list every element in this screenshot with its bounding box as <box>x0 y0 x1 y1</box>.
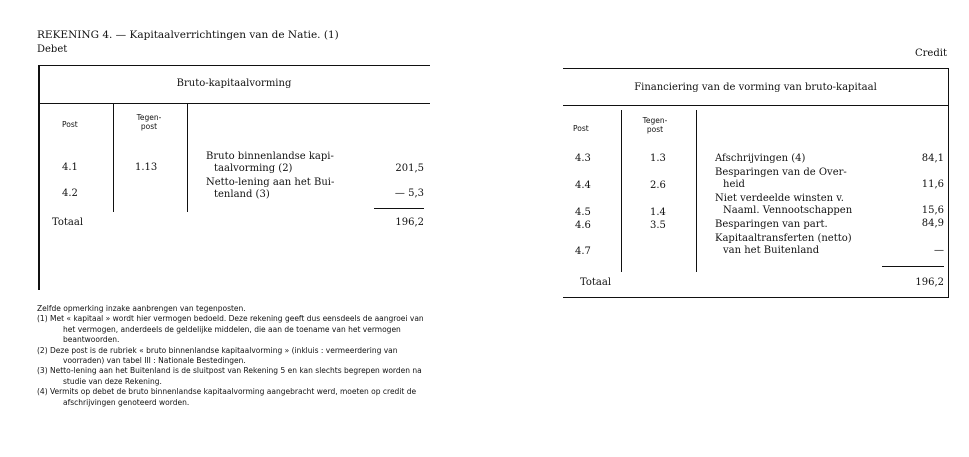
value-cell: — <box>934 245 944 256</box>
description-cell: Bruto binnenlandse kapi- taalvorming (2) <box>206 151 371 175</box>
description-line: heid <box>723 179 745 190</box>
footnote-intro: Zelfde opmerking inzake aanbrengen van t… <box>37 304 246 313</box>
table-left-border <box>38 65 40 290</box>
table-top-rule <box>38 65 430 66</box>
footnote-4: (4) Vermits op debet de bruto binnenland… <box>37 387 417 407</box>
col-post-header: Post <box>573 124 589 133</box>
credit-label: Credit <box>915 48 947 59</box>
description-line: Besparingen van de Over- <box>715 167 847 178</box>
total-label: Totaal <box>580 277 612 288</box>
column-divider <box>621 110 622 272</box>
description-line: van het Buitenland <box>723 245 820 256</box>
column-divider <box>113 104 114 212</box>
value-cell: 11,6 <box>921 179 944 190</box>
sum-rule <box>882 266 944 267</box>
col-tegenpost-header: Tegen-post <box>136 113 162 131</box>
value-cell: — 5,3 <box>394 188 424 199</box>
description-line: Netto-lening aan het Bui- <box>206 177 335 188</box>
description-cell: Besparingen van de Over- heid <box>715 167 895 191</box>
description-line: Niet verdeelde winsten v. <box>715 193 844 204</box>
description-line: tenland (3) <box>214 189 270 200</box>
table-right-border <box>948 68 949 298</box>
value-cell: 201,5 <box>395 163 424 174</box>
debet-label: Debet <box>37 44 68 55</box>
post-cell: 4.3 <box>575 153 591 164</box>
table-bottom-rule <box>563 297 949 298</box>
post-cell: 4.2 <box>62 188 78 199</box>
description-line: Kapitaaltransferten (netto) <box>715 233 852 244</box>
col-tegenpost-header: Tegen-post <box>642 116 668 134</box>
description-line: Bruto binnenlandse kapi- <box>206 151 334 162</box>
post-cell: 4.1 <box>62 162 78 173</box>
total-value: 196,2 <box>395 217 424 228</box>
description-cell: Afschrijvingen (4) <box>715 153 806 164</box>
column-divider <box>187 104 188 212</box>
debet-heading: Bruto-kapitaalvorming <box>176 78 292 89</box>
tegenpost-cell: 1.4 <box>650 207 666 218</box>
page-title: REKENING 4. — Kapitaalverrichtingen van … <box>37 29 339 41</box>
post-cell: 4.5 <box>575 207 591 218</box>
footnotes: Zelfde opmerking inzake aanbrengen van t… <box>37 304 430 408</box>
total-value: 196,2 <box>915 277 944 288</box>
tegenpost-cell: 1.13 <box>135 162 158 173</box>
description-cell: Netto-lening aan het Bui- tenland (3) <box>206 177 371 201</box>
value-cell: 15,6 <box>921 205 944 216</box>
footnote-1: (1) Met « kapitaal » wordt hier vermogen… <box>37 314 424 345</box>
description-line: Naaml. Vennootschappen <box>723 205 853 216</box>
footnote-3: (3) Netto-lening aan het Buitenland is d… <box>37 366 422 386</box>
post-cell: 4.7 <box>575 246 591 257</box>
credit-heading: Financiering van de vorming van bruto-ka… <box>634 82 877 93</box>
tegenpost-cell: 2.6 <box>650 180 666 191</box>
heading-rule <box>563 105 949 106</box>
column-divider <box>696 110 697 272</box>
post-cell: 4.4 <box>575 180 591 191</box>
col-post-header: Post <box>62 120 78 129</box>
footnote-2: (2) Deze post is de rubriek « bruto binn… <box>37 345 398 366</box>
heading-rule <box>40 103 430 104</box>
post-cell: 4.6 <box>575 220 591 231</box>
description-line: taalvorming (2) <box>214 163 293 174</box>
table-top-rule <box>563 68 949 69</box>
description-cell: Besparingen van part. <box>715 219 828 230</box>
tegenpost-cell: 1.3 <box>650 153 666 164</box>
description-cell: Kapitaaltransferten (netto) van het Buit… <box>715 233 905 257</box>
value-cell: 84,9 <box>921 218 944 229</box>
tegenpost-cell: 3.5 <box>650 220 666 231</box>
total-label: Totaal <box>52 217 84 228</box>
sum-rule <box>374 208 424 209</box>
description-cell: Niet verdeelde winsten v. Naaml. Vennoot… <box>715 193 895 217</box>
value-cell: 84,1 <box>921 153 944 164</box>
